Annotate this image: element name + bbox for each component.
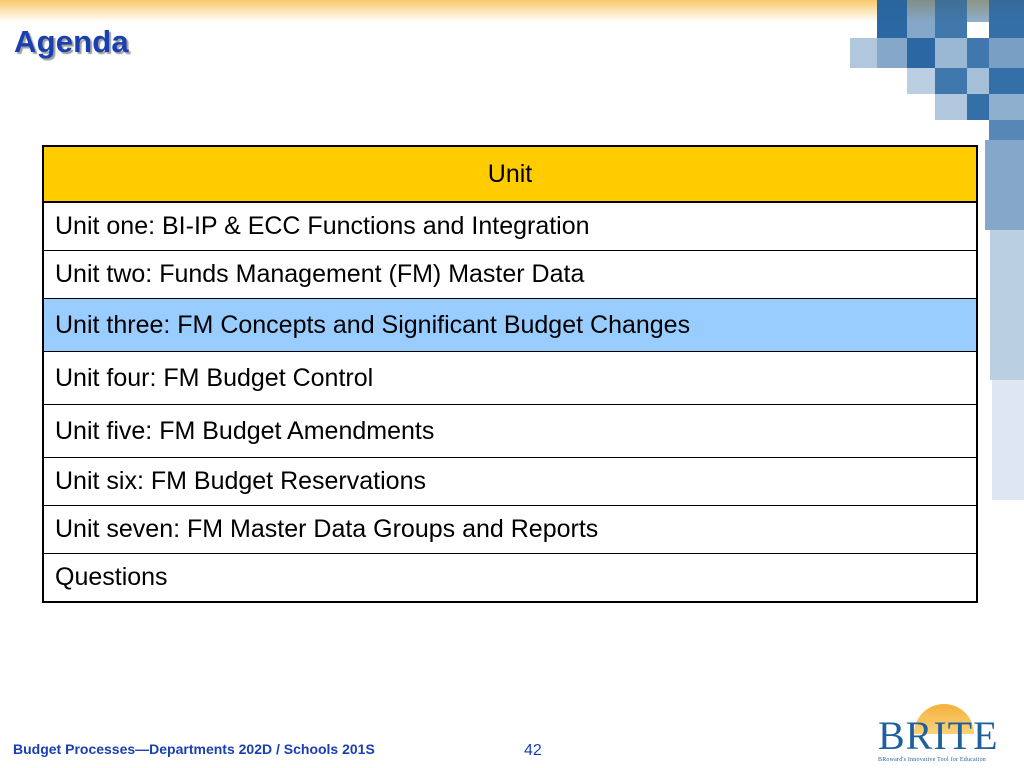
table-cell-questions: Questions bbox=[42, 553, 978, 603]
mosaic-tile bbox=[967, 38, 989, 68]
table-row: Unit seven: FM Master Data Groups and Re… bbox=[42, 505, 978, 554]
table-cell-unit-six: Unit six: FM Budget Reservations bbox=[42, 457, 978, 506]
agenda-table: Unit Unit one: BI-IP & ECC Functions and… bbox=[42, 145, 978, 603]
mosaic-tile bbox=[985, 140, 1024, 230]
table-cell-unit-two: Unit two: Funds Management (FM) Master D… bbox=[42, 250, 978, 299]
table-cell-unit-seven: Unit seven: FM Master Data Groups and Re… bbox=[42, 505, 978, 554]
logo-wordmark: BRITE bbox=[878, 713, 999, 758]
table-row: Questions bbox=[42, 553, 978, 603]
mosaic-tile bbox=[967, 68, 989, 94]
top-gradient-band bbox=[0, 0, 1024, 22]
table-cell-unit-five: Unit five: FM Budget Amendments bbox=[42, 404, 978, 458]
table-header-row: Unit bbox=[42, 145, 978, 203]
table-row: Unit two: Funds Management (FM) Master D… bbox=[42, 250, 978, 299]
mosaic-tile bbox=[989, 120, 1024, 140]
mosaic-tile bbox=[989, 38, 1024, 68]
table-row: Unit six: FM Budget Reservations bbox=[42, 457, 978, 506]
mosaic-tile bbox=[850, 38, 877, 68]
mosaic-tile bbox=[907, 38, 935, 68]
mosaic-tile bbox=[992, 380, 1024, 500]
page-number: 42 bbox=[524, 742, 542, 759]
mosaic-tile bbox=[990, 230, 1024, 380]
table-row: Unit one: BI-IP & ECC Functions and Inte… bbox=[42, 201, 978, 251]
table-header-unit: Unit bbox=[42, 145, 978, 203]
mosaic-tile bbox=[989, 94, 1024, 120]
table-cell-unit-four: Unit four: FM Budget Control bbox=[42, 351, 978, 405]
mosaic-tile bbox=[967, 94, 989, 120]
table-cell-unit-one: Unit one: BI-IP & ECC Functions and Inte… bbox=[42, 201, 978, 251]
table-row-highlighted: Unit three: FM Concepts and Significant … bbox=[42, 298, 978, 352]
footer-course-title: Budget Processes—Departments 202D / Scho… bbox=[13, 741, 375, 757]
mosaic-tile bbox=[907, 68, 935, 94]
table-row: Unit four: FM Budget Control bbox=[42, 351, 978, 405]
mosaic-tile bbox=[877, 38, 907, 68]
slide-title: Agenda bbox=[14, 24, 129, 59]
logo-tagline: BRoward's Innovative Tool for Education bbox=[878, 757, 986, 763]
table-row: Unit five: FM Budget Amendments bbox=[42, 404, 978, 458]
mosaic-tile bbox=[935, 94, 967, 120]
brite-logo: BRITE BRoward's Innovative Tool for Educ… bbox=[872, 704, 1020, 766]
mosaic-tile bbox=[989, 68, 1024, 94]
table-cell-unit-three: Unit three: FM Concepts and Significant … bbox=[42, 298, 978, 352]
mosaic-tile bbox=[935, 68, 967, 94]
mosaic-tile bbox=[935, 38, 967, 68]
